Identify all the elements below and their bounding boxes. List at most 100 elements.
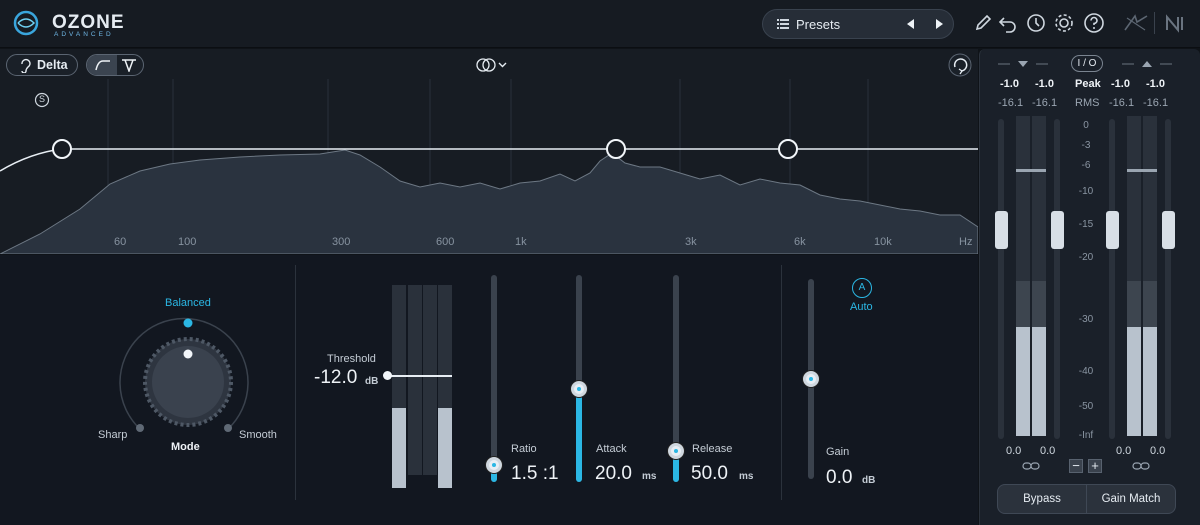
header-bar: OZONE ADVANCED Presets xyxy=(0,0,1200,48)
scale-inf: -Inf xyxy=(1078,430,1094,441)
gear-icon[interactable] xyxy=(1053,12,1075,34)
threshold-handle[interactable] xyxy=(383,371,392,380)
input-peak-left: -1.0 xyxy=(1000,78,1019,90)
input-rms-left: -16.1 xyxy=(998,97,1024,109)
shelf-curve-icon[interactable] xyxy=(95,58,111,72)
stereo-mode-icon[interactable] xyxy=(475,56,511,74)
delta-button[interactable]: Delta xyxy=(6,54,78,76)
history-icon[interactable] xyxy=(1024,12,1046,34)
gain-value[interactable]: 0.0 xyxy=(826,467,853,488)
freq-label-300: 300 xyxy=(332,236,351,248)
freq-label-600: 600 xyxy=(436,236,455,248)
ratio-value[interactable]: 1.5 :1 xyxy=(511,463,559,484)
threshold-line[interactable] xyxy=(387,375,452,377)
freq-label-3k: 3k xyxy=(685,236,697,248)
io-toggle[interactable]: I / O xyxy=(1071,55,1103,72)
output-gain-left[interactable]: 0.0 xyxy=(1116,445,1132,457)
output-gain-collapse-icon[interactable] xyxy=(1122,59,1182,69)
mode-dot-sharp[interactable] xyxy=(136,424,144,432)
logo-text: OZONE xyxy=(52,12,125,33)
threshold-value[interactable]: -12.0 xyxy=(314,367,358,388)
scale-50: -50 xyxy=(1078,401,1094,412)
ratio-thumb xyxy=(486,457,502,474)
maximizer-controls: Balanced Sharp Smooth Mode Threshold -12… xyxy=(0,255,978,525)
meter-zoom-out-button[interactable]: − xyxy=(1069,459,1083,473)
auto-gain-label: Auto xyxy=(850,301,873,313)
spectrum-graph xyxy=(0,79,978,254)
spectrum-display[interactable]: Delta S 60 100 300 600 1k 3k 6k 10k Hz xyxy=(0,49,978,254)
pencil-icon[interactable] xyxy=(972,12,994,34)
output-link-icon[interactable] xyxy=(1132,461,1150,471)
input-link-icon[interactable] xyxy=(1022,461,1040,471)
input-gain-left[interactable]: 0.0 xyxy=(1006,445,1022,457)
learn-icon[interactable] xyxy=(948,53,972,77)
meter-zoom-in-button[interactable]: + xyxy=(1088,459,1102,473)
output-gain-track-left[interactable] xyxy=(1109,119,1115,439)
input-rms-right: -16.1 xyxy=(1032,97,1058,109)
presets-bar[interactable]: Presets xyxy=(762,9,954,39)
auto-gain-button[interactable]: A xyxy=(852,278,872,298)
undo-icon[interactable] xyxy=(997,12,1019,34)
output-gain-handle-left[interactable] xyxy=(1106,211,1119,249)
solo-label: S xyxy=(39,94,46,104)
output-gain-handle-right[interactable] xyxy=(1162,211,1175,249)
mode-option-sharp[interactable]: Sharp xyxy=(98,429,128,441)
previous-preset-icon[interactable] xyxy=(903,16,919,32)
freq-label-1k: 1k xyxy=(515,236,527,248)
mode-label: Mode xyxy=(171,441,200,453)
output-gain-track-right[interactable] xyxy=(1165,119,1171,439)
list-icon xyxy=(777,19,789,29)
eq-node-2[interactable] xyxy=(606,139,626,159)
scale-30: -30 xyxy=(1078,314,1094,325)
release-unit: ms xyxy=(739,471,754,482)
output-gain-right[interactable]: 0.0 xyxy=(1150,445,1166,457)
input-gain-handle-right[interactable] xyxy=(1051,211,1064,249)
eq-node-1[interactable] xyxy=(52,139,72,159)
mode-option-smooth[interactable]: Smooth xyxy=(239,429,277,441)
mode-dot-smooth[interactable] xyxy=(224,424,232,432)
release-fill xyxy=(673,450,679,482)
eq-node-3[interactable] xyxy=(778,139,798,159)
input-gain-collapse-icon[interactable] xyxy=(998,59,1058,69)
freq-label-10k: 10k xyxy=(874,236,892,248)
freq-label-6k: 6k xyxy=(794,236,806,248)
input-gain-track-right[interactable] xyxy=(1054,119,1060,439)
gain-thumb xyxy=(803,371,819,387)
mode-knob-graphic xyxy=(119,317,249,432)
help-icon[interactable] xyxy=(1083,12,1105,34)
release-thumb xyxy=(668,442,684,459)
mode-option-balanced[interactable]: Balanced xyxy=(165,297,211,309)
next-preset-icon[interactable] xyxy=(931,16,947,32)
attack-value[interactable]: 20.0 xyxy=(595,463,632,484)
freq-label-hz: Hz xyxy=(959,236,973,248)
scale-0: 0 xyxy=(1083,120,1089,131)
bypass-button[interactable]: Bypass xyxy=(997,484,1087,514)
mode-dot-balanced[interactable] xyxy=(183,318,193,328)
attack-label: Attack xyxy=(596,443,627,455)
input-gain-right[interactable]: 0.0 xyxy=(1040,445,1056,457)
input-gain-handle-left[interactable] xyxy=(995,211,1008,249)
input-gain-track-left[interactable] xyxy=(998,119,1004,439)
curve-mode-toggle[interactable] xyxy=(86,54,144,76)
attack-thumb xyxy=(571,380,587,397)
gain-match-button[interactable]: Gain Match xyxy=(1086,484,1176,514)
delta-label: Delta xyxy=(37,58,68,72)
threshold-unit: dB xyxy=(365,376,379,387)
eq-curve xyxy=(0,148,978,172)
native-instruments-icon[interactable] xyxy=(1164,12,1190,34)
section-divider-2 xyxy=(781,265,782,500)
scale-15: -15 xyxy=(1078,219,1094,230)
output-rms-right: -16.1 xyxy=(1143,97,1169,109)
release-value[interactable]: 50.0 xyxy=(691,463,728,484)
scale-3: -3 xyxy=(1081,140,1091,151)
solo-icon[interactable] xyxy=(34,92,50,108)
output-peak-right: -1.0 xyxy=(1146,78,1165,90)
scale-40: -40 xyxy=(1078,366,1094,377)
gain-unit: dB xyxy=(862,475,876,486)
ni-logo-icon[interactable] xyxy=(1123,12,1149,34)
io-meter-panel: I / O -1.0 -1.0 Peak -1.0 -1.0 -16.1 -16… xyxy=(979,49,1200,525)
ozone-logo[interactable]: OZONE ADVANCED xyxy=(12,9,125,39)
peak-curve-icon[interactable] xyxy=(121,58,137,72)
spectrum-fill xyxy=(0,149,978,254)
